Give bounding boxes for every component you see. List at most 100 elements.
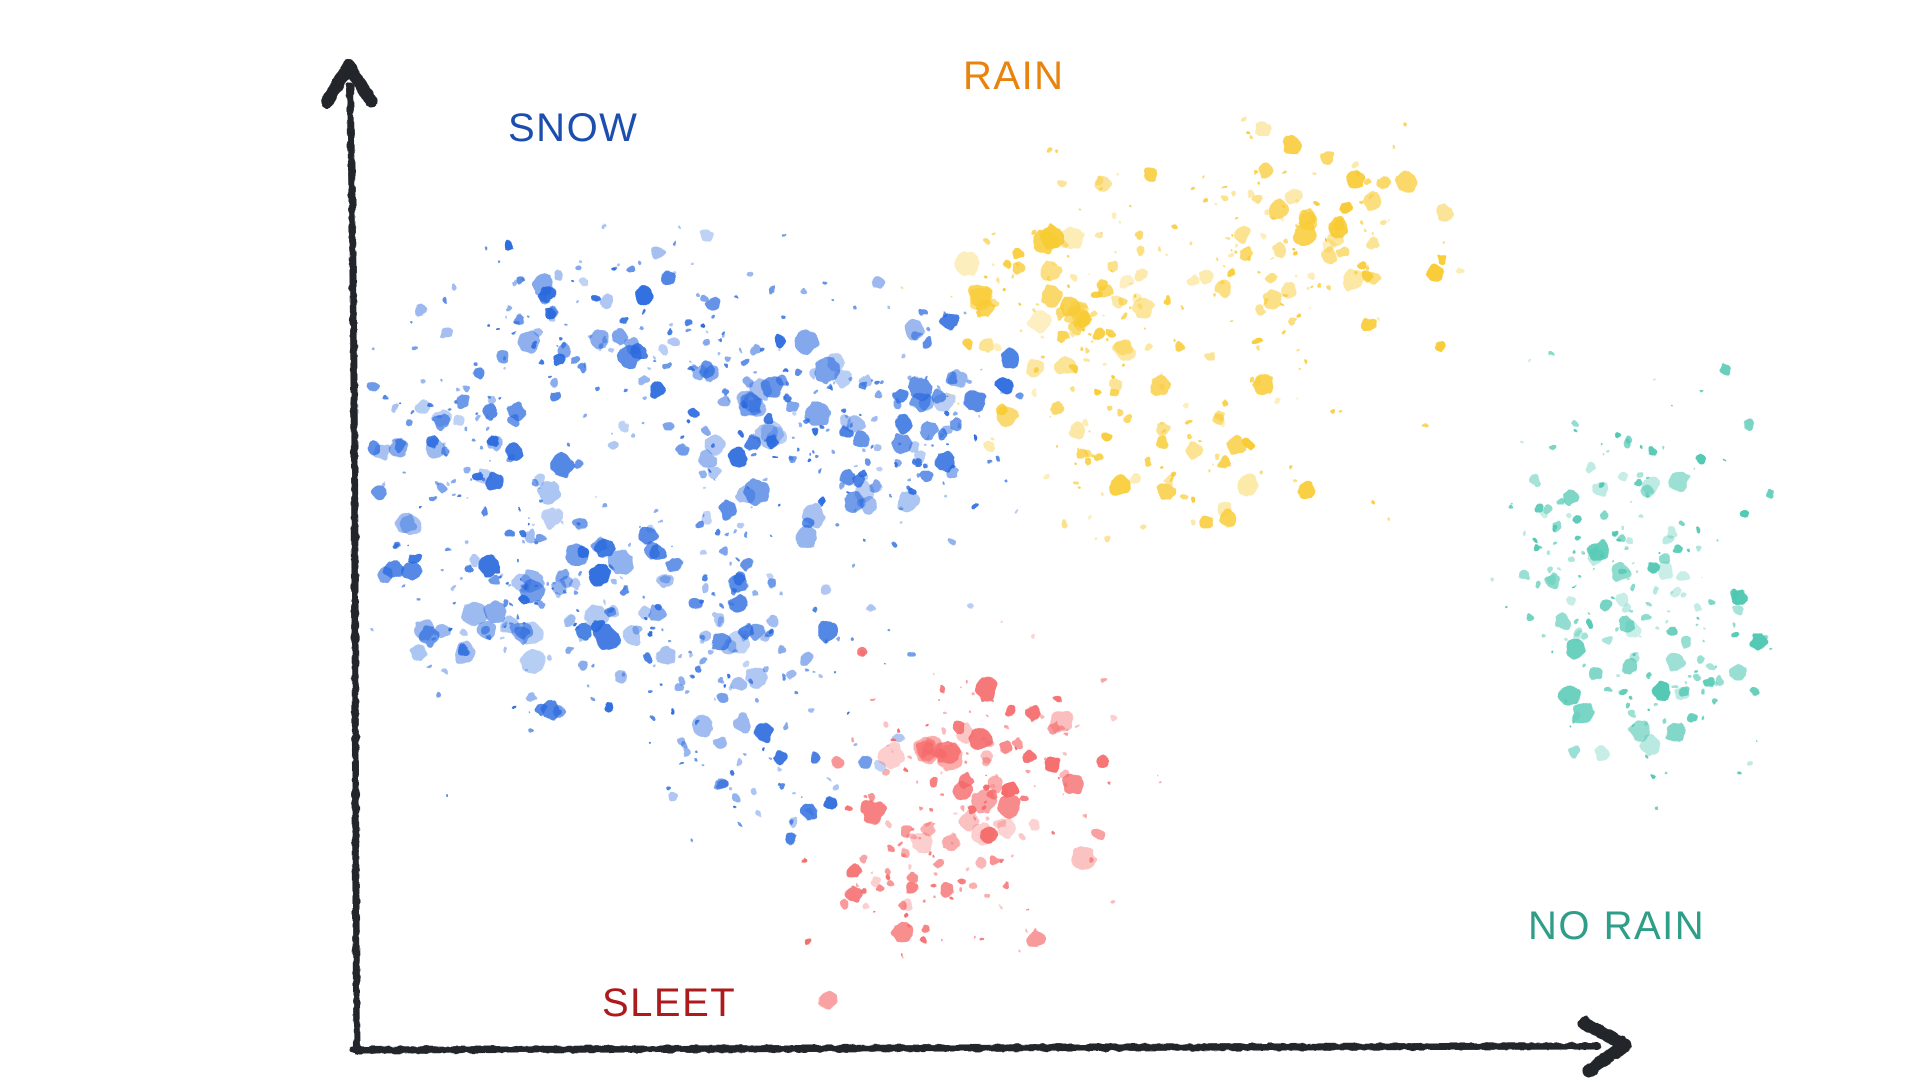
data-point [685, 418, 691, 423]
data-point [1488, 577, 1493, 582]
data-point [731, 676, 747, 692]
data-point [783, 832, 798, 847]
data-point [839, 408, 846, 415]
data-point [1016, 391, 1024, 400]
data-point [1040, 260, 1062, 281]
data-point [1117, 408, 1126, 417]
data-point [1159, 422, 1163, 426]
data-point [1293, 274, 1298, 278]
data-point [862, 539, 866, 543]
data-point [792, 412, 798, 418]
data-point [1234, 249, 1238, 254]
data-point [1068, 422, 1086, 441]
data-point [712, 697, 716, 701]
data-point [1244, 439, 1254, 449]
data-point [1000, 621, 1003, 625]
clusters-layer [367, 116, 1775, 1009]
data-point [1585, 619, 1594, 628]
data-point [908, 872, 920, 884]
data-point [1134, 268, 1147, 281]
data-point [942, 494, 947, 498]
data-point [715, 778, 727, 790]
cluster-labels: SNOW RAIN SLEET NO RAIN [508, 54, 1704, 1025]
data-point [891, 433, 911, 453]
data-point [474, 468, 491, 484]
data-point [583, 414, 589, 420]
data-point [887, 630, 891, 634]
data-point [1024, 909, 1027, 912]
data-point [1376, 317, 1381, 323]
data-point [1437, 254, 1447, 264]
data-point [1619, 472, 1629, 482]
data-point [966, 680, 970, 684]
data-point [1558, 498, 1565, 506]
data-point [867, 791, 877, 801]
data-point [1280, 170, 1284, 173]
data-point [1739, 509, 1748, 518]
data-point [1575, 430, 1579, 434]
data-point [931, 672, 934, 675]
data-point [877, 883, 885, 891]
data-point [1624, 621, 1641, 638]
data-point [1394, 171, 1417, 193]
data-point [383, 395, 389, 401]
data-point [1241, 116, 1247, 122]
data-point [1228, 268, 1236, 276]
data-point [1002, 478, 1007, 482]
data-point [1630, 609, 1634, 613]
data-point [1237, 475, 1258, 496]
data-point [812, 428, 819, 434]
data-point [1222, 185, 1226, 189]
data-point [501, 636, 505, 640]
data-point [649, 382, 664, 397]
data-point [732, 529, 738, 535]
data-point [1062, 782, 1067, 787]
data-point [980, 756, 991, 767]
data-point [1665, 652, 1685, 672]
data-point [937, 386, 941, 390]
data-point [1107, 333, 1112, 338]
data-point [487, 435, 499, 447]
data-point [1254, 375, 1264, 386]
data-point [1314, 201, 1321, 208]
data-point [729, 601, 734, 606]
data-point [1255, 303, 1267, 315]
data-point [690, 261, 694, 265]
data-point [953, 780, 973, 800]
data-point [1253, 193, 1262, 203]
data-point [930, 896, 934, 899]
data-point [453, 415, 465, 426]
data-point [1130, 474, 1141, 485]
data-point [1199, 515, 1214, 530]
data-point [899, 286, 903, 290]
data-point [441, 327, 452, 338]
data-point [456, 394, 470, 408]
data-point [1088, 273, 1091, 276]
data-point [928, 776, 938, 786]
data-point [1358, 260, 1367, 270]
data-point [643, 422, 646, 425]
data-point [465, 426, 469, 431]
data-point [372, 347, 376, 351]
data-point [899, 825, 913, 838]
data-point [1298, 369, 1301, 372]
data-point [1366, 265, 1372, 271]
data-point [874, 443, 882, 451]
data-point [854, 882, 858, 886]
data-point [1012, 273, 1015, 277]
data-point [609, 348, 614, 353]
data-point [1601, 599, 1612, 611]
data-point [1212, 461, 1215, 465]
data-point [1566, 699, 1570, 703]
data-point [452, 494, 456, 497]
data-point [858, 381, 868, 391]
data-point [876, 466, 883, 473]
data-point [793, 691, 799, 696]
data-point [1234, 244, 1238, 248]
data-point [1509, 505, 1514, 511]
data-point [607, 549, 633, 575]
data-point [1305, 285, 1309, 289]
data-point [1708, 598, 1715, 606]
data-point [1183, 403, 1191, 411]
data-point [1511, 503, 1514, 506]
